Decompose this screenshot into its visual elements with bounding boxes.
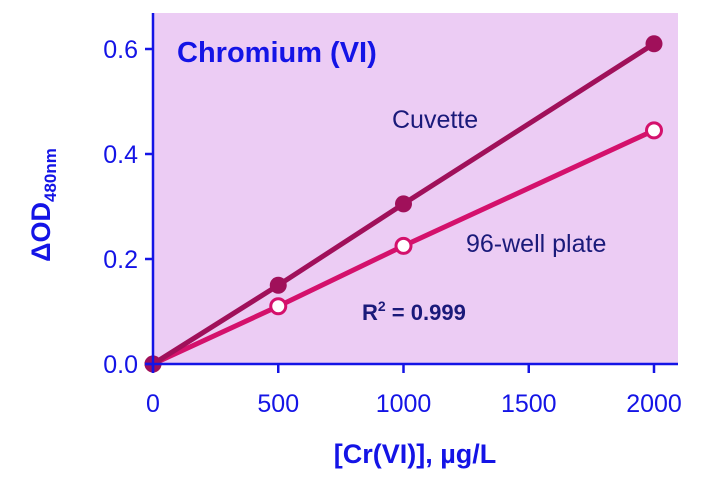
y-tick-label: 0.6	[103, 36, 138, 64]
series-cuvette	[151, 41, 656, 367]
data-point	[645, 35, 663, 53]
y-axis-label: ΔOD480nm	[26, 148, 60, 262]
x-tick-label: 500	[257, 390, 299, 418]
y-axis-label-main: ΔOD	[26, 202, 56, 262]
x-axis-label: [Cr(VI)], µg/L	[334, 439, 497, 469]
series-line	[151, 41, 656, 367]
data-point	[395, 195, 412, 213]
plot-background	[153, 13, 678, 364]
data-point	[394, 236, 413, 255]
legend-plate: 96-well plate	[466, 230, 606, 258]
x-tick-label: 2000	[626, 390, 682, 418]
data-point	[269, 276, 287, 294]
r2-value: = 0.999	[386, 300, 466, 325]
y-axis-label-sub: 480nm	[41, 148, 60, 202]
legend-cuvette: Cuvette	[392, 106, 478, 134]
x-tick-label: 0	[146, 390, 160, 418]
data-point	[269, 297, 288, 316]
r2-annotation: R2 = 0.999	[362, 298, 466, 325]
series-plate	[151, 128, 656, 367]
y-tick-label: 0.0	[103, 351, 138, 379]
y-tick-label: 0.2	[103, 246, 138, 274]
y-tick-label: 0.4	[103, 141, 138, 169]
series-line	[151, 128, 656, 367]
x-tick-label: 1500	[501, 390, 557, 418]
chart-title: Chromium (VI)	[177, 37, 377, 69]
data-point	[645, 121, 663, 140]
r2-sup: 2	[378, 298, 386, 314]
r2-label: R	[362, 300, 378, 325]
x-tick-label: 1000	[376, 390, 432, 418]
